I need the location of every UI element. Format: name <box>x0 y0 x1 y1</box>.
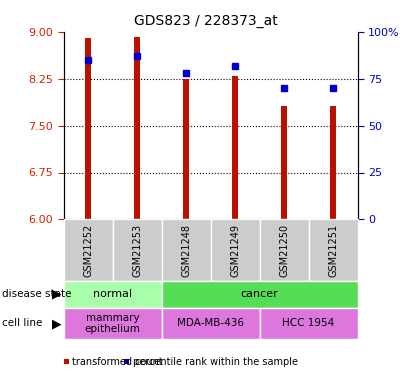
Text: percentile rank within the sample: percentile rank within the sample <box>133 357 298 367</box>
Text: transformed count: transformed count <box>72 357 163 367</box>
Text: HCC 1954: HCC 1954 <box>282 318 335 328</box>
Bar <box>183 79 189 219</box>
Text: GSM21250: GSM21250 <box>279 224 289 277</box>
Text: mammary
epithelium: mammary epithelium <box>85 313 141 334</box>
Text: cancer: cancer <box>241 290 279 299</box>
Text: disease state: disease state <box>2 290 72 299</box>
Text: GSM21253: GSM21253 <box>132 224 142 277</box>
Text: ▶: ▶ <box>52 288 62 301</box>
Text: GDS823 / 228373_at: GDS823 / 228373_at <box>134 14 277 28</box>
Text: MDA-MB-436: MDA-MB-436 <box>177 318 244 328</box>
Bar <box>281 106 287 219</box>
Bar <box>232 76 238 219</box>
Text: GSM21252: GSM21252 <box>83 224 93 277</box>
Bar <box>134 37 140 219</box>
Bar <box>330 106 336 219</box>
Text: GSM21251: GSM21251 <box>328 224 338 277</box>
Text: cell line: cell line <box>2 318 42 328</box>
Text: GSM21249: GSM21249 <box>230 224 240 277</box>
Text: GSM21248: GSM21248 <box>181 224 191 277</box>
Text: ▶: ▶ <box>52 317 62 330</box>
Text: normal: normal <box>93 290 132 299</box>
Bar <box>85 38 91 219</box>
